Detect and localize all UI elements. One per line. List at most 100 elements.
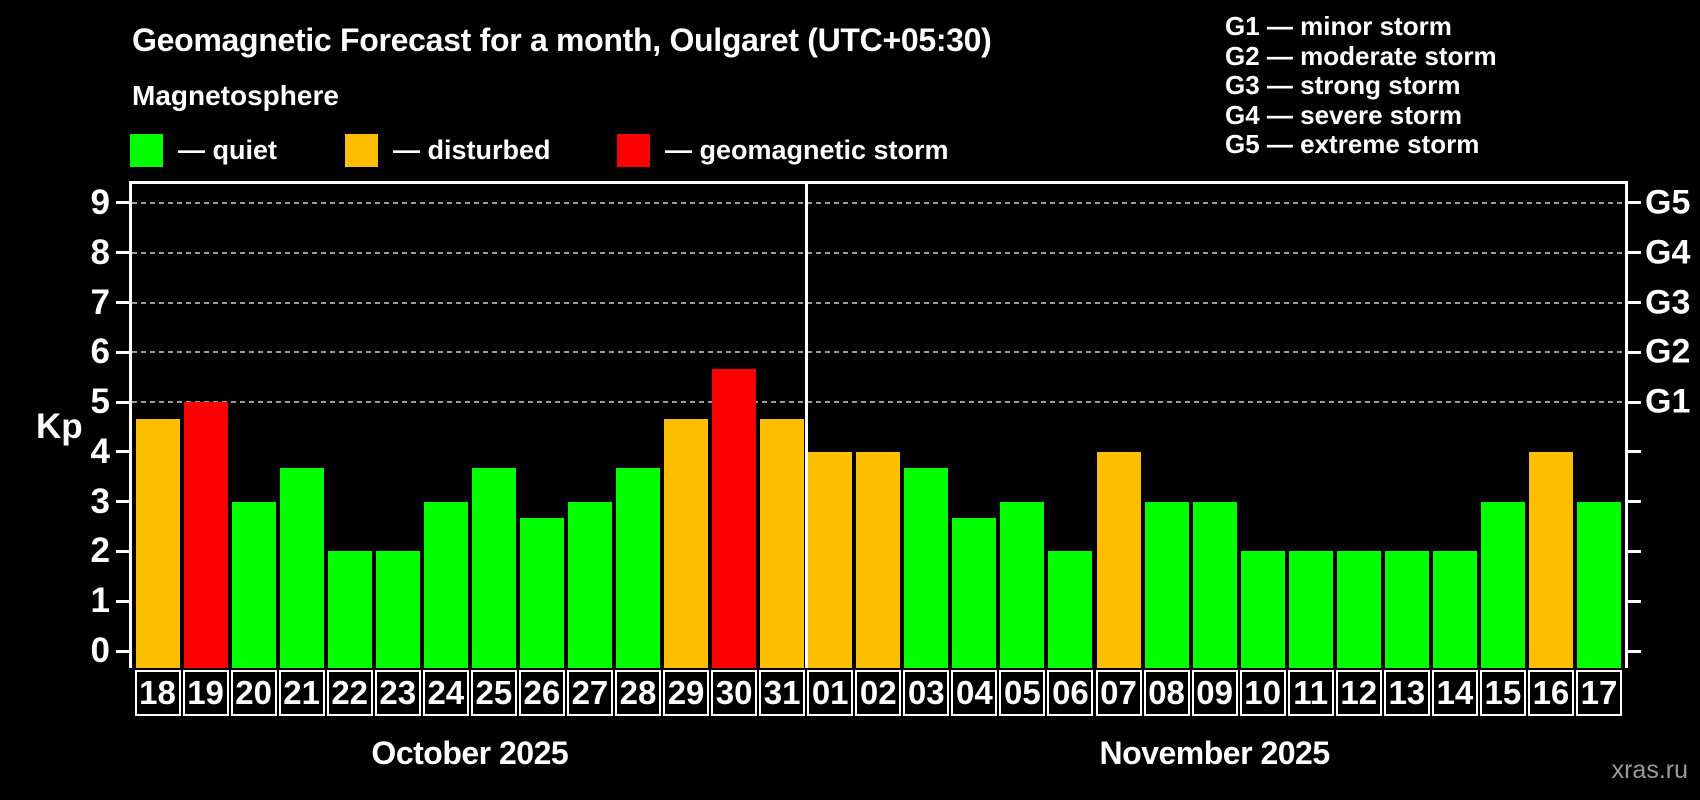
y-tick-left-8 [116,251,132,255]
g-scale-legend: G1 — minor storm G2 — moderate storm G3 … [1225,11,1497,160]
g-axis-label-G5: G5 [1645,183,1691,222]
storm-color-swatch [617,134,650,167]
date-cell-oct-31: 31 [759,670,806,716]
date-cell-oct-27: 27 [566,670,613,716]
bar-nov-14 [1432,551,1477,668]
bar-nov-12 [1336,551,1381,668]
y-tick-left-4 [116,450,132,454]
bar-nov-13 [1384,551,1429,668]
date-cell-nov-04: 04 [951,670,998,716]
date-cell-oct-22: 22 [326,670,373,716]
date-cell-oct-29: 29 [663,670,710,716]
y-tick-left-9 [116,201,132,205]
bar-oct-22 [327,551,372,668]
bar-oct-29 [664,418,709,668]
date-cell-oct-19: 19 [182,670,229,716]
y-tick-right-6 [1625,350,1641,354]
bar-nov-05 [1000,501,1045,668]
bar-nov-02 [856,451,901,668]
date-cell-oct-26: 26 [518,670,565,716]
y-tick-right-2 [1625,549,1641,553]
date-cell-oct-21: 21 [278,670,325,716]
watermark: xras.ru [1611,756,1688,784]
legend-item-storm: — geomagnetic storm [617,134,949,167]
bar-oct-20 [231,501,276,668]
date-cell-oct-30: 30 [711,670,758,716]
y-tick-label-1: 1 [90,581,110,621]
g-legend-g5: G5 — extreme storm [1225,129,1480,159]
bar-oct-28 [616,468,660,668]
bar-nov-10 [1240,551,1285,668]
date-cell-oct-25: 25 [470,670,517,716]
y-tick-label-5: 5 [90,382,110,422]
bar-oct-25 [471,468,516,668]
g-legend-g4: G4 — severe storm [1225,99,1463,130]
bar-nov-06 [1048,551,1093,668]
date-cell-nov-13: 13 [1383,670,1430,716]
date-cell-oct-28: 28 [615,670,661,716]
g-axis-label-G4: G4 [1645,233,1691,272]
y-tick-left-0 [116,649,132,653]
date-cell-nov-02: 02 [855,670,902,716]
date-cell-oct-20: 20 [230,670,277,716]
month-divider [804,184,808,668]
date-cell-nov-07: 07 [1095,670,1142,716]
y-tick-left-2 [116,549,132,553]
date-cell-nov-08: 08 [1143,670,1190,716]
gridline-kp7 [132,301,1623,304]
y-tick-left-1 [116,599,132,603]
bar-oct-30 [712,368,757,668]
quiet-color-swatch [130,134,163,167]
y-tick-right-1 [1625,599,1641,603]
bar-oct-31 [760,418,805,668]
bar-nov-09 [1192,501,1237,668]
month-label-oct: October 2025 [371,735,569,771]
disturbed-color-swatch [345,134,378,167]
bar-nov-15 [1480,501,1525,668]
date-cell-oct-18: 18 [134,670,181,716]
date-cell-nov-11: 11 [1287,670,1334,716]
legend-label-storm: — geomagnetic storm [665,135,949,165]
y-tick-label-2: 2 [90,531,110,571]
y-tick-right-4 [1625,450,1641,454]
bar-nov-17 [1577,501,1621,668]
kp-axis-label: Kp [36,407,83,446]
bar-oct-26 [519,518,564,668]
g-axis-label-G2: G2 [1645,332,1691,371]
g-legend-g3: G3 — strong storm [1225,70,1461,100]
date-cell-nov-16: 16 [1527,670,1574,716]
bar-oct-23 [375,551,420,668]
y-tick-right-0 [1625,649,1641,653]
legend-item-quiet: — quiet [130,134,277,167]
bar-nov-08 [1144,501,1189,668]
y-tick-label-8: 8 [90,232,110,272]
y-tick-label-6: 6 [90,332,110,372]
bar-oct-24 [423,501,468,668]
date-cell-nov-12: 12 [1335,670,1382,716]
y-tick-label-4: 4 [90,431,110,471]
bar-nov-03 [904,468,949,668]
plot-frame [129,181,1628,668]
date-cell-nov-10: 10 [1239,670,1286,716]
y-tick-label-7: 7 [90,282,110,322]
date-cell-nov-06: 06 [1047,670,1094,716]
date-cell-oct-24: 24 [422,670,469,716]
date-cell-nov-15: 15 [1479,670,1526,716]
legend-label-disturbed: — disturbed [393,135,551,165]
y-tick-left-3 [116,500,132,504]
bar-oct-19 [183,402,228,668]
date-cell-nov-05: 05 [999,670,1046,716]
y-tick-left-6 [116,350,132,354]
chart-subtitle: Magnetosphere [132,80,339,111]
date-cell-nov-14: 14 [1431,670,1478,716]
gridline-kp6 [132,351,1623,354]
date-cell-nov-03: 03 [903,670,950,716]
bar-oct-21 [279,468,324,668]
legend-label-quiet: — quiet [178,135,277,165]
bar-nov-16 [1528,451,1573,668]
y-tick-label-3: 3 [90,481,110,521]
y-tick-right-7 [1625,301,1641,305]
bar-nov-07 [1096,451,1141,668]
bar-nov-01 [808,451,853,668]
g-legend-g1: G1 — minor storm [1225,11,1452,41]
